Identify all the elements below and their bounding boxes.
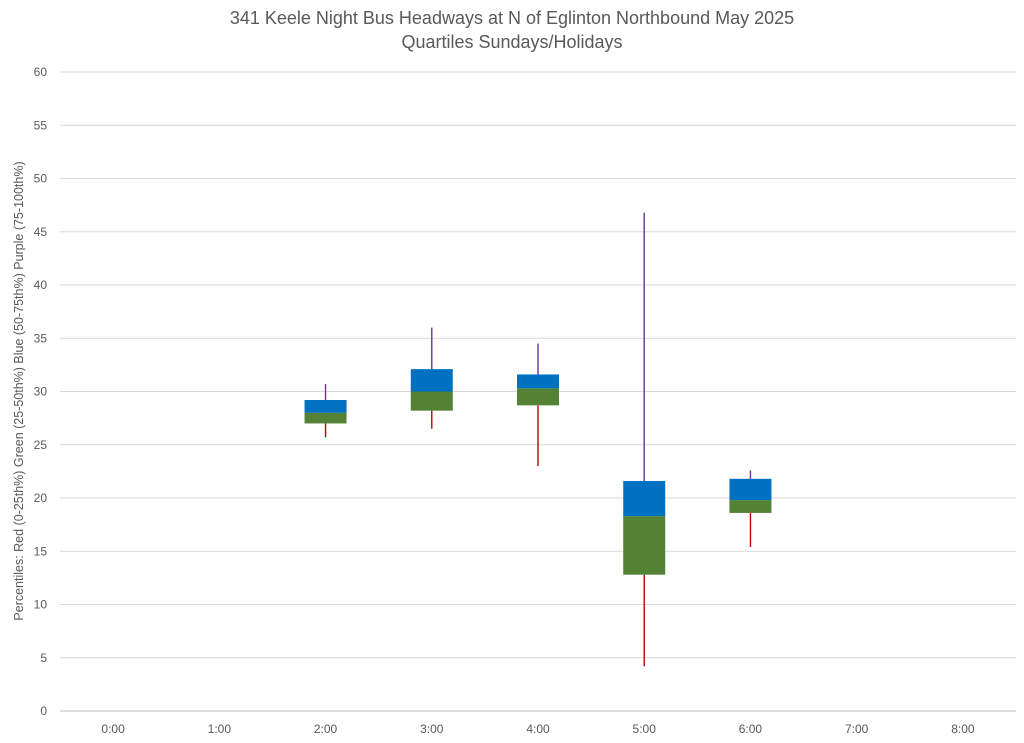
- lower-box: [623, 516, 666, 575]
- y-tick-label: 55: [34, 118, 48, 132]
- chart-title-block: 341 Keele Night Bus Headways at N of Egl…: [0, 6, 1024, 54]
- upper-box: [410, 369, 453, 392]
- lower-box: [410, 391, 453, 411]
- box-plot-marks: [304, 212, 772, 667]
- upper-box: [623, 480, 666, 517]
- y-tick-label: 15: [34, 544, 48, 558]
- y-tick-label: 10: [34, 598, 48, 612]
- upper-box: [304, 400, 347, 413]
- upper-box: [729, 478, 772, 501]
- y-tick-label: 35: [34, 331, 48, 345]
- y-tick-label: 5: [40, 651, 47, 665]
- x-tick-label: 0:00: [101, 722, 125, 736]
- lower-box: [304, 412, 347, 424]
- y-tick-label: 20: [34, 491, 48, 505]
- y-tick-label: 50: [34, 172, 48, 186]
- y-tick-label: 25: [34, 438, 48, 452]
- lower-box: [729, 500, 772, 513]
- y-tick-label: 40: [34, 278, 48, 292]
- x-tick-label: 2:00: [314, 722, 338, 736]
- chart-title: 341 Keele Night Bus Headways at N of Egl…: [229, 8, 795, 28]
- x-tick-label: 7:00: [845, 722, 869, 736]
- x-tick-label: 1:00: [208, 722, 232, 736]
- x-tick-label: 5:00: [633, 722, 657, 736]
- y-axis-title: Percentiles: Red (0-25th%) Green (25-50t…: [12, 161, 26, 620]
- y-tick-label: 30: [34, 385, 48, 399]
- x-tick-label: 8:00: [951, 722, 975, 736]
- x-axis-tick-labels: 0:00 1:00 2:00 3:00 4:00 5:00 6:00 7:00 8:00: [101, 722, 974, 736]
- upper-box: [517, 374, 559, 389]
- y-axis-tick-labels: 0 5 10 15 20 25 30 35 40 45 50 55 60: [34, 65, 48, 718]
- x-tick-label: 3:00: [420, 722, 444, 736]
- lower-box: [517, 388, 559, 406]
- x-tick-label: 6:00: [739, 722, 763, 736]
- y-tick-label: 45: [34, 225, 48, 239]
- chart-subtitle: Quartiles Sundays/Holidays: [401, 32, 623, 52]
- y-tick-label: 0: [40, 704, 47, 718]
- y-tick-label: 60: [34, 65, 48, 79]
- x-tick-label: 4:00: [526, 722, 550, 736]
